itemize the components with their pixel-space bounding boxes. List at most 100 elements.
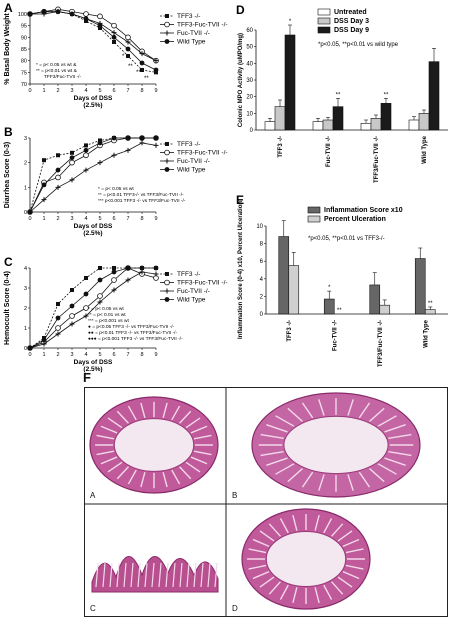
histology-a-crypt <box>190 425 208 434</box>
y-axis-label: % Basal Body Weight <box>4 13 11 85</box>
histology-d-crypt <box>248 564 267 570</box>
histology-d-crypt <box>252 538 270 548</box>
bar <box>379 304 391 315</box>
y-tick-label: 95 <box>21 24 27 30</box>
y-tick-label: 80 <box>21 59 27 65</box>
y-tick-label: 4 <box>260 277 264 283</box>
data-point <box>55 9 61 15</box>
y-axis-label: Inflammation Score (0-4) x10, Percent Ul… <box>238 201 244 339</box>
category-label: TFF3/Fuc-TVII -/- <box>378 320 384 367</box>
histology-d-crypt <box>259 530 275 542</box>
data-point <box>83 11 89 17</box>
y-tick-label: 0 <box>250 128 254 134</box>
x-tick-label: 2 <box>56 216 59 222</box>
annotation: ** = p< 0.01 vs wt <box>88 312 126 318</box>
y-tick-label: 70 <box>21 82 27 88</box>
bar <box>370 118 382 131</box>
histology-a-crypt <box>179 410 192 424</box>
bar <box>418 113 430 131</box>
histology-c-fold <box>179 562 183 588</box>
data-point <box>139 60 145 66</box>
data-point <box>56 302 60 306</box>
histology-c-tissue <box>91 556 219 593</box>
panel-label: D <box>236 3 245 17</box>
histology-d-crypt <box>331 523 344 537</box>
series-line <box>29 271 157 349</box>
significance-note: *p<0.05, **p<0.01 vs TFF3-/- <box>308 236 385 242</box>
x-tick-label: 9 <box>154 88 157 94</box>
x-tick-label: 3 <box>70 216 73 222</box>
series-line <box>29 267 156 349</box>
histology-d-crypt <box>323 584 333 600</box>
y-tick-label: 40 <box>246 61 253 67</box>
histology-d-crypt <box>248 548 267 554</box>
data-point <box>42 158 46 163</box>
histology-c-fold <box>200 562 204 588</box>
data-point <box>27 345 33 351</box>
histology-image-grid: A B C D <box>84 387 448 617</box>
data-point <box>139 51 145 57</box>
annotation: TFF3/Fuc-TVII -/- <box>44 74 81 80</box>
bar <box>332 106 344 131</box>
histology-a-crypt <box>140 471 146 488</box>
histology-d-crypt <box>342 570 360 580</box>
y-tick-label: 4 <box>24 266 27 272</box>
legend-swatch <box>317 8 331 16</box>
histology-b-crypt <box>358 471 371 488</box>
x-axis-label: Days of DSS <box>74 223 113 230</box>
data-point <box>125 135 131 141</box>
data-point <box>111 30 117 36</box>
bar <box>284 34 296 131</box>
y-tick-label: 20 <box>246 95 253 101</box>
histology-d-crypt <box>342 538 360 548</box>
histology-b-crypt <box>275 463 295 475</box>
histology-c-fold <box>116 562 120 588</box>
histology-c-fold <box>151 562 155 588</box>
histology-d-crypt <box>337 530 353 542</box>
y-tick-label: 75 <box>21 70 27 76</box>
bar <box>278 236 290 315</box>
x-tick-label: 4 <box>84 216 87 222</box>
histology-a-crypt <box>116 466 129 480</box>
annotation: ●●● = p<0.001 TFF3 -/- vs TFF3/Fuc-TVII … <box>88 336 183 342</box>
data-point <box>83 305 89 311</box>
histology-d-crypt <box>314 514 320 531</box>
histology-a-crypt <box>162 402 168 419</box>
histology-b-crypt <box>347 474 354 491</box>
annotation: ● = p<0.05 TFF3 -/- vs TFF3/Fuc-TVII -/- <box>88 324 175 330</box>
data-point <box>97 23 103 29</box>
annotation: * = p< 0.05 vs wt <box>88 306 124 312</box>
data-point <box>111 22 117 29</box>
histology-b-crypt <box>301 402 314 419</box>
histology-letter-c: C <box>90 604 96 613</box>
histology-d-crypt <box>314 587 320 604</box>
histology-d-crypt <box>292 514 298 531</box>
histology-a-crypt <box>107 461 123 473</box>
y-tick-label: 30 <box>246 78 253 84</box>
histology-d-crypt <box>345 548 364 554</box>
histology-b-crypt <box>384 457 406 466</box>
x-tick-label: 5 <box>98 88 101 94</box>
x-tick-label: 4 <box>84 88 87 94</box>
data-point <box>111 152 117 158</box>
bar <box>288 265 300 315</box>
legend-swatch <box>317 17 331 25</box>
legend-marker <box>164 167 170 172</box>
legend-marker <box>164 288 170 294</box>
category-label: Fuc-TVII -/- <box>332 320 338 351</box>
data-point <box>55 331 61 337</box>
legend-label: DSS Day 3 <box>334 18 369 25</box>
data-point <box>153 135 159 141</box>
legend-label: Fuc-TVII -/- <box>177 158 210 165</box>
histology-b-crypt <box>266 424 288 433</box>
x-axis-label-line2: (2.5%) <box>83 366 102 373</box>
histology-b-crypt <box>369 407 385 422</box>
category-label: Wild Type <box>423 319 429 347</box>
data-point <box>27 209 33 215</box>
histology-c-fold <box>193 562 197 588</box>
x-axis-label: Days of DSS <box>74 95 113 102</box>
data-point <box>83 16 89 22</box>
legend-marker <box>164 21 170 28</box>
y-tick-label: 60 <box>246 28 253 34</box>
